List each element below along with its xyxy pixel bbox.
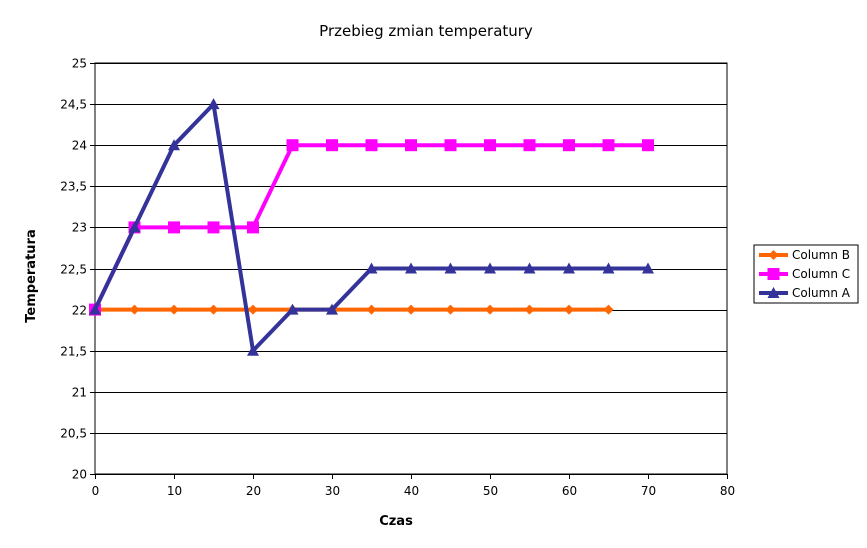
legend-label-column-a: Column A [792,286,851,300]
x-tick-label: 40 [404,484,419,498]
y-tick-label: 21,5 [60,345,87,359]
y-tick-label: 21 [72,386,87,400]
data-point-column-b [366,304,377,315]
data-point-column-c [405,139,417,152]
data-point-column-b [485,304,495,315]
data-point-column-b [406,304,416,315]
data-point-column-b [445,304,456,315]
data-point-column-c [168,221,180,234]
data-point-column-c [523,139,536,152]
legend-marker-column-b [768,250,779,260]
x-tick-label: 20 [246,484,261,498]
data-point-column-b [169,304,179,315]
y-tick-label: 23,5 [60,180,87,194]
data-point-column-b [248,304,258,315]
data-point-column-a [563,262,575,274]
data-point-column-a [247,344,259,356]
data-point-column-a [326,303,338,315]
data-point-column-b [129,304,140,315]
data-point-column-a [286,303,299,315]
x-tick-label: 70 [641,484,656,498]
legend-marker-column-a [767,287,780,298]
x-tick-label: 30 [325,484,340,498]
x-tick-label: 0 [92,484,100,498]
y-tick-label: 24 [72,139,87,153]
y-tick-label: 20,5 [60,427,87,441]
data-point-column-a [128,221,141,233]
data-point-column-c [326,139,338,152]
data-point-column-a [484,262,496,274]
plot-area: 20 20,5 21 21,5 22 22,5 23 23,5 24 24,5 25 0 10 20 30 4… [60,57,735,499]
data-point-column-b [564,304,574,315]
data-point-column-c [247,221,259,234]
data-point-column-a [523,262,536,274]
data-point-column-b [524,304,535,315]
data-point-column-c [563,139,575,152]
x-tick-label: 10 [167,484,182,498]
legend-label-column-c: Column C [792,267,850,281]
y-tick-label: 22 [72,304,87,318]
data-point-column-a [405,262,417,274]
legend-label-column-b: Column B [792,248,850,262]
chart-title: Przebieg zmian temperatury [319,22,533,40]
y-tick-label: 20 [72,468,87,482]
legend-marker-column-c [767,268,780,280]
data-point-column-c [642,139,654,152]
data-point-column-b [603,304,614,315]
data-point-column-a [89,303,101,315]
data-point-column-c [365,139,378,152]
data-point-column-c [286,139,299,152]
y-tick-label: 25 [72,57,87,71]
y-axis-title: Temperatura [24,229,39,322]
y-tick-label: 23 [72,221,87,235]
data-point-column-b [208,304,219,315]
data-point-column-a [642,262,654,274]
data-point-column-a [168,139,180,151]
data-point-column-c [444,139,457,152]
data-point-column-a [444,262,457,274]
data-point-column-a [602,262,615,274]
data-point-column-a [365,262,378,274]
x-tick-label: 60 [562,484,577,498]
data-point-column-c [484,139,496,152]
y-tick-label: 22,5 [60,263,87,277]
data-point-column-a [207,98,220,110]
data-point-column-c [602,139,615,152]
x-tick-label: 80 [720,484,735,498]
x-axis-title: Czas [379,514,413,529]
y-tick-label: 24,5 [60,98,87,112]
x-tick-label: 50 [483,484,498,498]
legend: Column B Column C Column A [753,244,859,304]
data-point-column-c [207,221,220,234]
